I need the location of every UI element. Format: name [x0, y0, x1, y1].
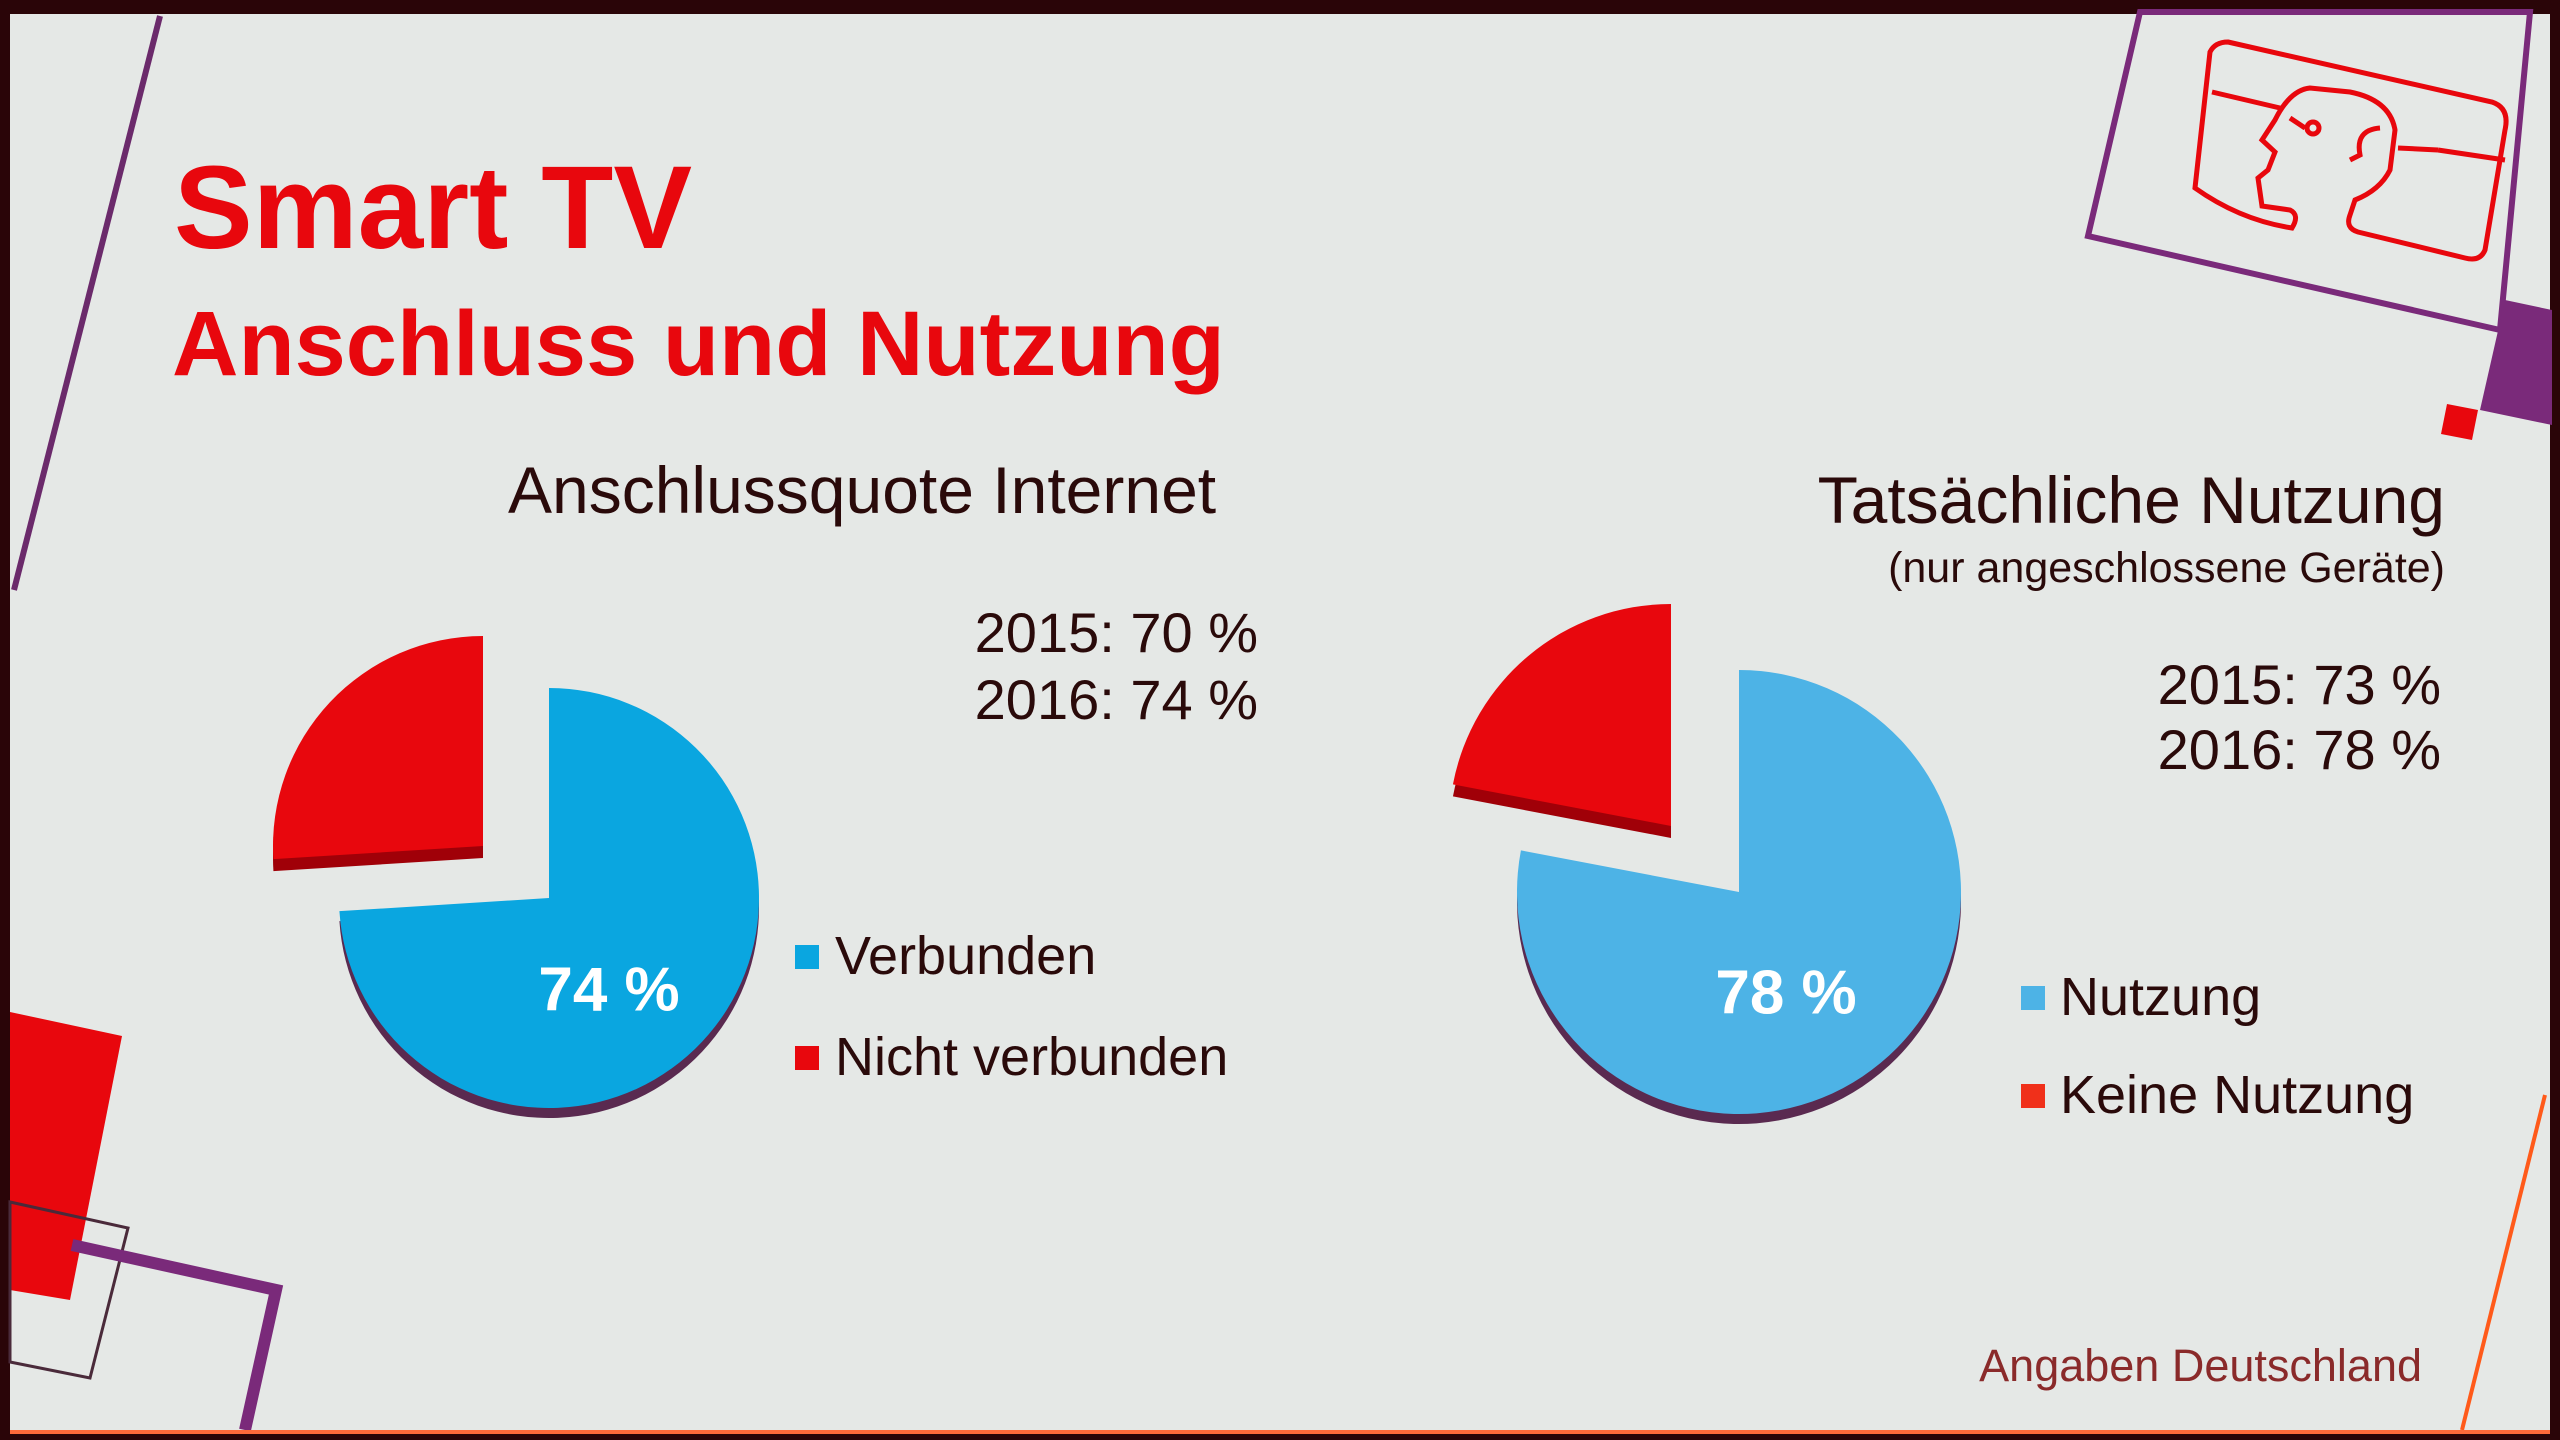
legend-label-nicht-verbunden: Nicht verbunden [835, 1027, 1229, 1087]
pie-chart-usage [1452, 604, 1961, 1124]
pie-slice-verbunden [339, 688, 759, 1108]
decor-thin-frame [8, 1200, 130, 1380]
chart1-title: Anschlussquote Internet [508, 453, 1217, 527]
decor-purple-block [2480, 300, 2552, 425]
footer-source: Angaben Deutschland [1979, 1340, 2422, 1391]
slide-subtitle: Anschluss und Nutzung [172, 293, 1225, 395]
chart1-data-label: 74 % [538, 955, 680, 1025]
legend-swatch-keine-nutzung [2021, 1084, 2045, 1108]
decor-orange-line [2460, 1094, 2547, 1431]
decor-purple-frame [70, 1239, 284, 1432]
chart2-data-label: 78 % [1715, 958, 1857, 1028]
legend-label-verbunden: Verbunden [835, 926, 1097, 986]
slide-title: Smart TV [174, 142, 693, 274]
decor-diagonal-line [11, 15, 163, 591]
chart2-title: Tatsächliche Nutzung [1817, 463, 2445, 537]
chart2-note-2015: 2015: 73 % [2157, 653, 2441, 716]
legend-label-nutzung: Nutzung [2060, 967, 2262, 1027]
decor-red-square [2441, 404, 2478, 440]
logo-two-faces-icon [2192, 39, 2509, 262]
pie-slice-keine-nutzung [1452, 604, 1671, 826]
chart1-note-2015: 2015: 70 % [974, 601, 1258, 664]
pie-slice-nutzung [1517, 670, 1961, 1114]
decor-red-block [10, 1012, 122, 1300]
legend-swatch-nicht-verbunden [795, 1046, 819, 1070]
chart2-note-2016: 2016: 78 % [2157, 718, 2441, 781]
legend-swatch-nutzung [2021, 986, 2045, 1010]
legend-swatch-verbunden [795, 945, 819, 969]
legend-label-keine-nutzung: Keine Nutzung [2060, 1065, 2415, 1125]
chart2-subtitle: (nur angeschlossene Geräte) [1888, 544, 2445, 592]
pie-chart-internet [273, 636, 759, 1118]
chart1-note-2016: 2016: 74 % [974, 668, 1258, 731]
pie-slice-nicht-verbunden [273, 636, 483, 860]
